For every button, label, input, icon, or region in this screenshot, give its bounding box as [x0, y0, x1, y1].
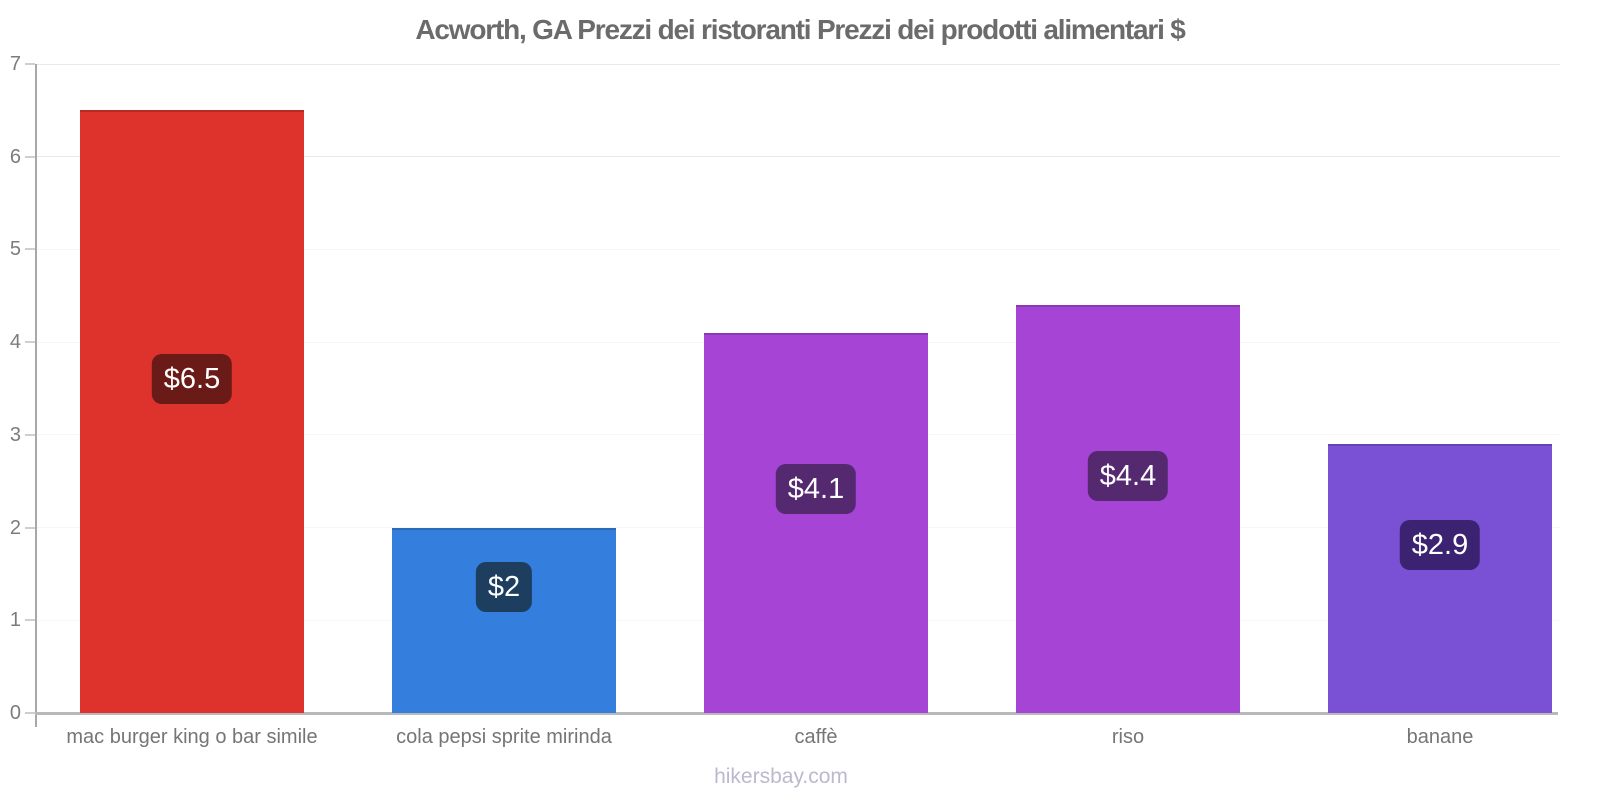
- y-tick-label: 1: [9, 609, 21, 632]
- x-category-label: cola pepsi sprite mirinda: [396, 726, 612, 748]
- y-tick-label: 0: [9, 702, 21, 724]
- value-label: $4.4: [1087, 451, 1169, 502]
- bar-riso[interactable]: $4.4: [1016, 305, 1240, 713]
- y-tick-label: 7: [9, 53, 21, 75]
- y-tick-mark: [25, 712, 35, 714]
- footer-watermark: hikersbay.com: [714, 765, 848, 788]
- value-label: $6.5: [151, 353, 233, 404]
- bar-mac-burger-king-o-bar-simile[interactable]: $6.5: [80, 110, 304, 713]
- y-tick-mark: [25, 526, 35, 529]
- y-tick-mark: [25, 341, 35, 344]
- value-label: $2: [475, 561, 533, 612]
- gridline-y5: [37, 248, 1560, 250]
- bar-caffè[interactable]: $4.1: [704, 332, 928, 713]
- y-axis-line: [35, 64, 37, 727]
- y-tick-label: 6: [9, 145, 21, 168]
- chart-title: Acworth, GA Prezzi dei ristoranti Prezzi…: [415, 14, 1185, 45]
- y-tick-label: 4: [9, 331, 21, 354]
- x-axis-baseline: [35, 712, 1558, 715]
- y-tick-label: 5: [9, 238, 21, 261]
- y-tick-label: 3: [9, 423, 21, 446]
- y-tick-mark: [25, 63, 35, 65]
- x-category-label: mac burger king o bar simile: [66, 726, 318, 748]
- x-category-label: banane: [1406, 726, 1474, 748]
- plot-area: 0 1 2 3 4 5 6 7 $6.5 mac burger king o bar simile…: [10, 53, 1560, 748]
- y-tick-mark: [25, 433, 35, 436]
- value-label: $2.9: [1399, 519, 1481, 570]
- bar-cola-pepsi-sprite-mirinda[interactable]: $2: [392, 527, 616, 713]
- gridline-y6: [37, 156, 1560, 158]
- x-category-label: riso: [1111, 726, 1145, 748]
- y-tick-label: 2: [9, 516, 21, 539]
- gridline-y7: [37, 63, 1560, 65]
- y-tick-mark: [25, 248, 35, 251]
- y-tick-mark: [25, 619, 35, 622]
- bar-banane[interactable]: $2.9: [1328, 444, 1552, 713]
- y-tick-mark: [25, 155, 35, 158]
- x-category-label: caffè: [794, 726, 838, 748]
- value-label: $4.1: [775, 463, 857, 514]
